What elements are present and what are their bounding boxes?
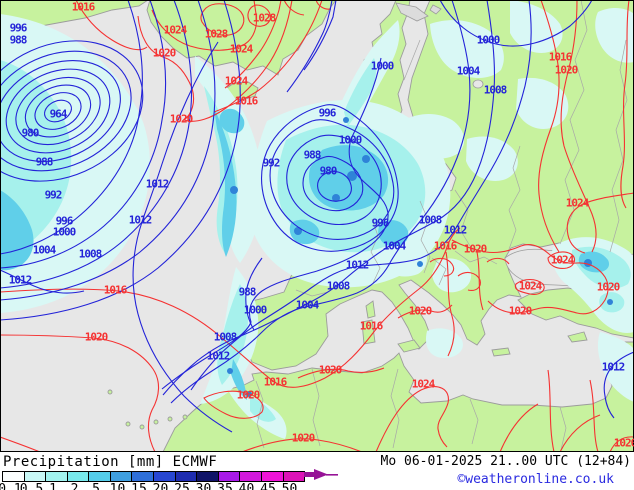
copyright-link[interactable]: ©weatheronline.co.uk <box>457 472 614 487</box>
legend-value: 25 <box>174 482 190 490</box>
border-layer <box>255 0 628 451</box>
legend-colorbar <box>2 471 305 482</box>
legend-value: 2 <box>70 482 79 490</box>
legend-color-swatch <box>132 472 155 481</box>
legend-value: 0.1 <box>0 482 22 490</box>
legend-value: 35 <box>217 482 233 490</box>
island-canary <box>153 419 159 425</box>
island-canary <box>182 414 188 420</box>
legend-color-swatch <box>283 472 305 481</box>
legend-values: 0.1 0.5 1 2 5 10 15 20 25 30 35 40 45 50 <box>0 482 340 490</box>
legend-color-swatch <box>175 472 198 481</box>
valid-time-text: Mo 06-01-2025 21..00 UTC (12+84) <box>380 454 631 469</box>
island-madeira <box>107 389 113 395</box>
legend-color-swatch <box>89 472 111 481</box>
legend-color-swatch <box>154 472 176 481</box>
land-sicily <box>397 339 421 353</box>
land-cyprus <box>567 331 588 343</box>
legend-value: 15 <box>131 482 147 490</box>
land-svalbard-2 <box>429 4 442 15</box>
atlantic-low-rings <box>0 40 144 182</box>
legend-value: 45 <box>260 482 276 490</box>
map-canvas <box>0 0 634 452</box>
legend-color-swatch <box>3 472 25 481</box>
isobar-low-layer <box>0 0 634 433</box>
legend-value: 1 <box>49 482 57 490</box>
legend-title: Precipitation [mm] ECMWF <box>3 454 218 470</box>
legend-color-swatch <box>24 472 47 481</box>
legend-color-swatch <box>218 472 241 481</box>
precipitation-intense <box>227 117 613 397</box>
land-sardinia <box>361 319 376 345</box>
legend-color-swatch <box>46 472 68 481</box>
land-corsica <box>365 300 376 319</box>
legend-overflow-arrow <box>304 469 338 480</box>
island-canary <box>167 416 173 422</box>
isobar-high-layer <box>0 0 634 452</box>
land-svalbard <box>395 2 429 22</box>
legend-color-swatch <box>240 472 262 481</box>
island-canary <box>125 421 131 427</box>
legend-value: 50 <box>281 482 298 490</box>
legend-value: 10 <box>109 482 126 490</box>
weather-map: 996 988 964 980 988 992 996 1000 1012 1012 1004 100… <box>0 0 634 452</box>
legend-color-swatch <box>67 472 90 481</box>
legend-value: 20 <box>152 482 169 490</box>
legend-bar: Precipitation [mm] ECMWF Mo 06-01-2025 2… <box>0 452 634 490</box>
legend-color-swatch <box>197 472 219 481</box>
legend-value: 30 <box>195 482 212 490</box>
lake-onega <box>472 79 484 89</box>
legend-value: 0.5 <box>19 482 44 490</box>
land-crete <box>491 347 511 357</box>
legend-color-swatch <box>110 472 133 481</box>
legend-value: 40 <box>238 482 255 490</box>
island-canary <box>139 424 145 430</box>
legend-color-swatch <box>261 472 284 481</box>
legend-value: 5 <box>92 482 100 490</box>
